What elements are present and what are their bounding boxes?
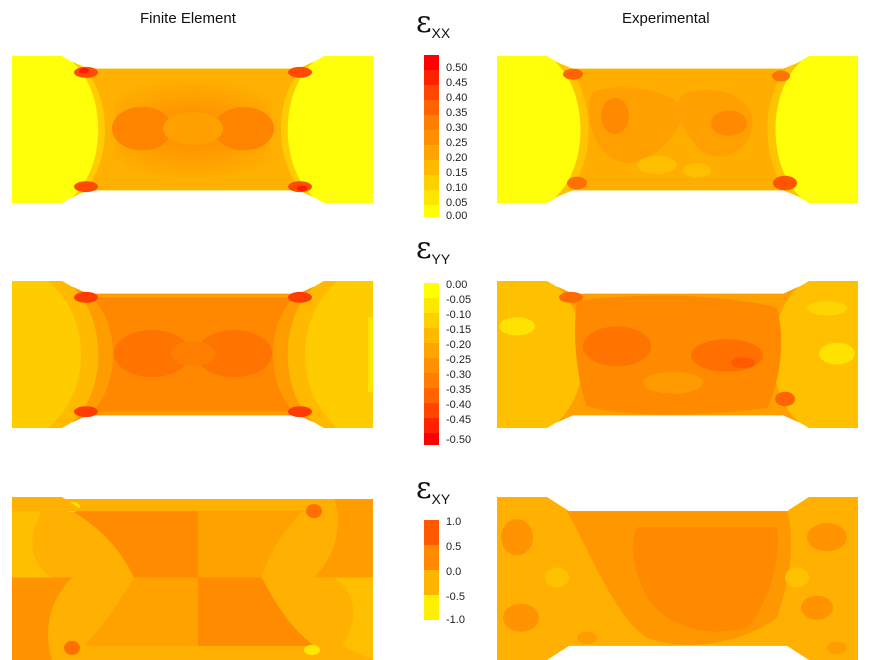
eyy-tick: -0.20 bbox=[446, 339, 472, 351]
exp-exx-contour bbox=[497, 56, 858, 203]
eyy-tick: -0.10 bbox=[446, 309, 472, 321]
eyy-tick: -0.45 bbox=[446, 414, 472, 426]
experimental-title: Experimental bbox=[622, 10, 710, 27]
subscript-xy: XY bbox=[431, 491, 451, 507]
eyy-tick: -0.30 bbox=[446, 369, 472, 381]
eyy-colorbar bbox=[424, 283, 439, 445]
exx-tick: 0.35 bbox=[446, 107, 468, 119]
eyy-tick: -0.35 bbox=[446, 384, 472, 396]
exx-tick: 0.05 bbox=[446, 197, 468, 209]
exx-tick: 0.50 bbox=[446, 62, 468, 74]
strain-label-yy: εYY bbox=[416, 231, 451, 267]
exx-tick: 0.30 bbox=[446, 122, 468, 134]
fe-eyy-contour bbox=[12, 281, 373, 428]
eyy-tick: -0.15 bbox=[446, 324, 472, 336]
eyy-tick: -0.25 bbox=[446, 354, 472, 366]
exy-tick: -0.5 bbox=[446, 591, 465, 603]
finite-element-title: Finite Element bbox=[140, 10, 236, 27]
exx-tick: 0.45 bbox=[446, 77, 468, 89]
exx-tick: 0.25 bbox=[446, 137, 468, 149]
exx-tick: 0.40 bbox=[446, 92, 468, 104]
eyy-tick: -0.50 bbox=[446, 434, 472, 446]
strain-label-xy: εXY bbox=[416, 471, 451, 507]
exp-eyy-contour bbox=[497, 281, 858, 428]
exx-tick: 0.15 bbox=[446, 167, 468, 179]
epsilon-symbol-xx: ε bbox=[416, 5, 432, 40]
eyy-tick: -0.05 bbox=[446, 294, 472, 306]
exy-tick: 1.0 bbox=[446, 516, 462, 528]
epsilon-symbol-xy: ε bbox=[416, 471, 432, 506]
exx-colorbar bbox=[424, 55, 439, 217]
exp-exy-contour bbox=[497, 497, 858, 660]
subscript-xx: XX bbox=[431, 25, 451, 41]
epsilon-symbol-yy: ε bbox=[416, 231, 432, 266]
exx-tick: 0.20 bbox=[446, 152, 468, 164]
eyy-tick: 0.00 bbox=[446, 279, 468, 291]
exx-tick: 0.10 bbox=[446, 182, 468, 194]
exy-colorbar bbox=[424, 520, 439, 620]
fe-exx-contour bbox=[12, 56, 373, 203]
eyy-tick: -0.40 bbox=[446, 399, 472, 411]
subscript-yy: YY bbox=[431, 251, 451, 267]
exy-tick: 0.5 bbox=[446, 541, 462, 553]
exy-tick: 0.0 bbox=[446, 566, 462, 578]
exx-tick: 0.00 bbox=[446, 210, 468, 222]
fe-exy-contour bbox=[12, 497, 373, 660]
exy-tick: -1.0 bbox=[446, 614, 465, 626]
strain-label-xx: εXX bbox=[416, 5, 451, 41]
